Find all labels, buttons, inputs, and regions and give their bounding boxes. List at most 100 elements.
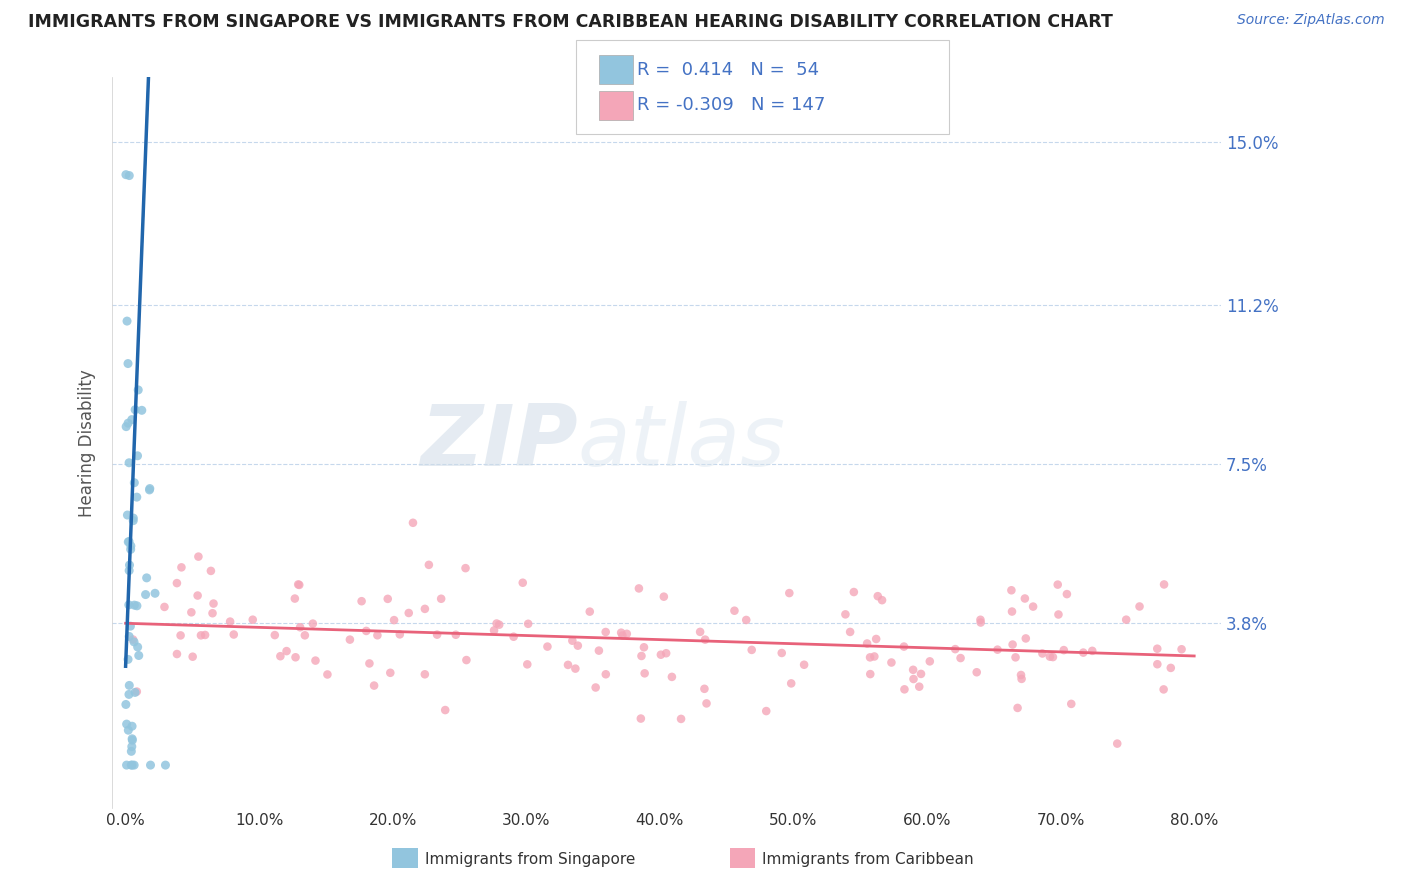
Point [117,652,139,666]
Point [778,586,800,600]
Point [865,632,887,646]
Point [288,620,311,634]
Point [202,597,225,611]
Point [117,416,139,430]
Point [949,651,972,665]
Point [893,640,915,654]
Point [536,640,558,654]
Point [1004,650,1026,665]
Point [304,654,326,668]
Point [918,654,941,668]
Point [166,647,188,661]
Point [908,680,931,694]
Point [1146,641,1168,656]
Point [125,599,148,613]
Point [585,681,607,695]
Point [1015,632,1038,646]
Point [834,607,856,622]
Point [633,640,655,655]
Point [339,632,361,647]
Point [115,314,138,328]
Point [652,590,675,604]
Point [1042,650,1064,665]
Point [616,627,638,641]
Point [610,625,633,640]
Point [201,606,224,620]
Point [117,723,139,738]
Point [564,662,586,676]
Point [121,731,143,746]
Point [117,357,139,371]
Point [117,535,139,549]
Point [1031,647,1053,661]
Point [1011,672,1033,686]
Point [630,648,652,663]
Point [187,589,209,603]
Point [121,733,143,747]
Point [121,758,143,772]
Point [986,642,1008,657]
Point [276,644,298,658]
Text: R = -0.309   N = 147: R = -0.309 N = 147 [637,96,825,114]
Point [181,649,204,664]
Point [413,667,436,681]
Point [121,719,143,733]
Point [155,758,177,772]
Point [903,672,925,686]
Point [118,558,141,572]
Point [1115,613,1137,627]
Point [1153,577,1175,591]
Text: Immigrants from Caribbean: Immigrants from Caribbean [762,853,974,867]
Point [190,628,212,642]
Point [434,703,457,717]
Point [901,663,924,677]
Point [122,758,145,772]
Point [502,630,524,644]
Point [187,549,209,564]
Point [166,576,188,591]
Point [1160,661,1182,675]
Point [655,646,678,660]
Point [842,585,865,599]
Point [661,670,683,684]
Point [1001,605,1024,619]
Point [115,419,138,434]
Point [893,682,915,697]
Point [122,635,145,649]
Point [567,639,589,653]
Point [118,534,141,549]
Point [1022,599,1045,614]
Point [741,643,763,657]
Point [139,758,162,772]
Point [125,684,148,698]
Point [755,704,778,718]
Point [1107,737,1129,751]
Point [131,403,153,417]
Point [839,624,862,639]
Point [970,615,993,630]
Point [124,685,146,699]
Point [115,168,138,182]
Point [723,604,745,618]
Point [388,627,411,641]
Point [219,615,242,629]
Text: Source: ZipAtlas.com: Source: ZipAtlas.com [1237,13,1385,28]
Point [488,617,510,632]
Text: Immigrants from Singapore: Immigrants from Singapore [425,853,636,867]
Point [122,511,145,525]
Point [966,665,988,680]
Text: R =  0.414   N =  54: R = 0.414 N = 54 [637,61,820,78]
Point [735,613,758,627]
Point [426,627,449,641]
Point [1007,701,1029,715]
Point [127,640,149,654]
Point [124,475,146,490]
Point [294,628,316,642]
Point [118,630,141,644]
Point [770,646,793,660]
Point [517,616,540,631]
Point [1071,646,1094,660]
Point [118,169,141,183]
Point [128,648,150,663]
Point [121,739,143,754]
